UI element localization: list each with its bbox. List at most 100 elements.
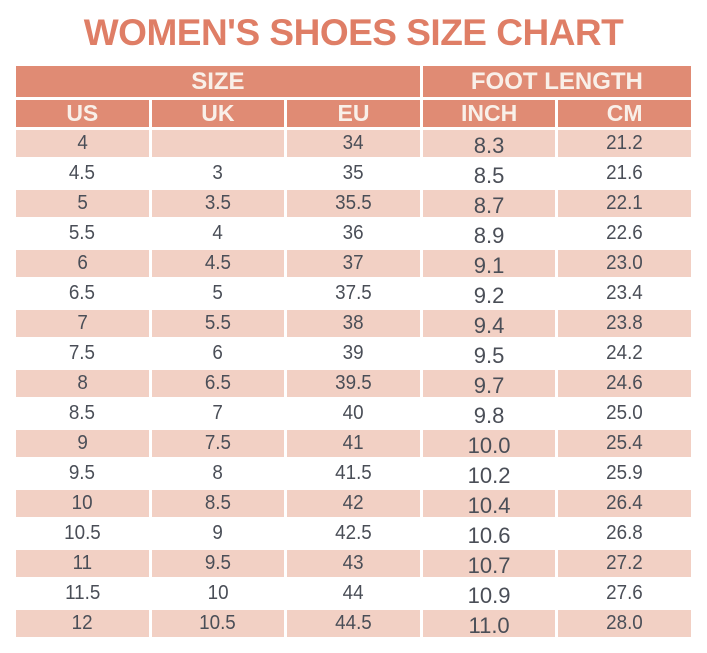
column-header-row: US UK EU INCH CM [13,97,694,130]
table-row: 5 3.5 35.5 8.7 22.1 [13,187,694,220]
cell-cm: 24.2 [555,337,694,370]
cell-eu: 41.5 [284,457,423,490]
cell-value: 36 [343,222,364,244]
cell-cm: 22.6 [555,217,694,250]
cell-uk: 9.5 [148,547,288,580]
cell-us: 5.5 [13,217,152,250]
cell-uk: 3.5 [148,187,288,220]
cell-us: 8.5 [13,397,152,430]
cell-inch: 10.9 [419,577,559,610]
table-row: 6 4.5 37 9.1 23.0 [13,247,694,280]
cell-uk: 8 [148,457,288,490]
cell-uk [148,127,288,160]
cell-uk: 3 [148,157,288,190]
cell-inch: 10.2 [419,457,559,490]
cell-cm: 21.2 [555,127,694,160]
cell-value: 24.6 [606,372,643,394]
cell-value: 4.5 [69,162,96,184]
cell-value: 38 [343,312,364,334]
cell-inch: 8.9 [419,217,559,250]
cell-value: 3.5 [204,192,231,214]
cell-value: 21.2 [606,132,643,154]
cell-value: 35 [343,162,364,184]
cell-value: 25.9 [606,462,643,484]
cell-uk: 5 [148,277,288,310]
cell-inch: 8.3 [419,127,559,160]
cell-us: 7.5 [13,337,152,370]
cell-value: 10.0 [467,432,511,458]
cell-value: 7 [77,312,88,334]
cell-value: 10.4 [467,492,511,518]
page-title: WOMEN'S SHOES SIZE CHART [83,12,624,53]
cell-cm: 25.4 [555,427,694,460]
cell-value: 9.4 [473,312,505,338]
cell-value: 23.0 [606,252,643,274]
cell-cm: 25.9 [555,457,694,490]
cell-inch: 9.7 [419,367,559,400]
cell-value: 42 [343,492,364,514]
cell-eu: 41 [284,427,423,460]
cell-value: 39.5 [335,372,372,394]
cell-value: 22.6 [606,222,643,244]
table-row: 12 10.5 44.5 11.0 28.0 [13,607,694,640]
cell-value: 9.5 [204,552,231,574]
cell-value: 44.5 [335,612,372,634]
cell-value: 10 [207,582,229,604]
cell-cm: 21.6 [555,157,694,190]
cell-eu: 39.5 [284,367,423,400]
cell-value: 6.5 [69,282,96,304]
table-row: 11 9.5 43 10.7 27.2 [13,547,694,580]
cell-value: 41.5 [335,462,372,484]
cell-value: 7.5 [69,342,96,364]
cell-us: 8 [13,367,152,400]
cell-value: 4 [77,132,88,154]
cell-eu: 36 [284,217,423,250]
cell-value: 43 [343,552,364,574]
cell-value: 5.5 [204,312,231,334]
table-body: 4 34 8.3 21.2 4.5 3 35 8.5 21.6 5 3.5 35.5 8.7 22.1 5.… [13,127,694,640]
cell-uk: 4.5 [148,247,288,280]
cell-us: 6.5 [13,277,152,310]
table-row: 10 8.5 42 10.4 26.4 [13,487,694,520]
cell-value: 39 [343,342,364,364]
table-row: 8.5 7 40 9.8 25.0 [13,397,694,430]
cell-value: 8.5 [473,162,505,188]
cell-uk: 8.5 [148,487,288,520]
cell-cm: 26.8 [555,517,694,550]
cell-uk: 7.5 [148,427,288,460]
table-row: 8 6.5 39.5 9.7 24.6 [13,367,694,400]
cell-value: 10 [71,492,93,514]
cell-cm: 22.1 [555,187,694,220]
cell-value: 9.7 [473,372,505,398]
table-row: 9.5 8 41.5 10.2 25.9 [13,457,694,490]
cell-value: 10.6 [467,522,511,548]
cell-value: 9.5 [69,462,96,484]
cell-uk: 9 [148,517,288,550]
cell-us: 7 [13,307,152,340]
cell-value: 41 [343,432,364,454]
size-chart-table: SIZE FOOT LENGTH US UK EU INCH CM 4 34 8.3… [13,63,695,640]
cell-value: 25.4 [606,432,643,454]
cell-value: 9.5 [473,342,505,368]
cell-value: 10.2 [467,462,511,488]
cell-value: 26.8 [606,522,643,544]
cell-value: 6.5 [204,372,231,394]
cell-us: 10 [13,487,152,520]
cell-value: 11 [72,552,93,574]
table-row: 7.5 6 39 9.5 24.2 [13,337,694,370]
cell-eu: 44 [284,577,423,610]
cell-eu: 43 [284,547,423,580]
cell-uk: 10.5 [148,607,288,640]
table-row: 4.5 3 35 8.5 21.6 [13,157,694,190]
cell-cm: 23.0 [555,247,694,280]
cell-value: 37 [343,252,364,274]
cell-uk: 5.5 [148,307,288,340]
cell-uk: 10 [148,577,288,610]
group-header-row: SIZE FOOT LENGTH [13,63,695,100]
cell-uk: 4 [148,217,288,250]
cell-inch: 9.8 [419,397,559,430]
cell-cm: 25.0 [555,397,694,430]
cell-value: 10.9 [467,582,511,608]
column-header-us: US [13,97,152,130]
cell-value: 5.5 [69,222,96,244]
